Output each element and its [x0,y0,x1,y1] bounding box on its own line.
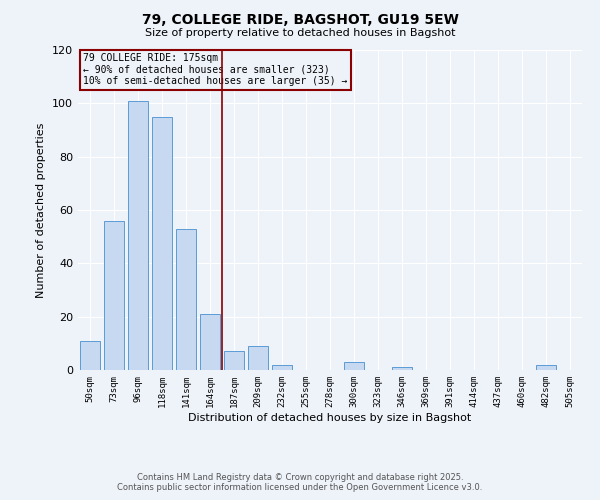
Text: 79 COLLEGE RIDE: 175sqm
← 90% of detached houses are smaller (323)
10% of semi-d: 79 COLLEGE RIDE: 175sqm ← 90% of detache… [83,53,347,86]
Bar [224,352,244,370]
Bar [248,346,268,370]
Bar [104,220,124,370]
Text: 79, COLLEGE RIDE, BAGSHOT, GU19 5EW: 79, COLLEGE RIDE, BAGSHOT, GU19 5EW [142,12,458,26]
Text: Contains HM Land Registry data © Crown copyright and database right 2025.
Contai: Contains HM Land Registry data © Crown c… [118,473,482,492]
Bar [128,100,148,370]
Y-axis label: Number of detached properties: Number of detached properties [37,122,46,298]
Bar [176,228,196,370]
Text: Size of property relative to detached houses in Bagshot: Size of property relative to detached ho… [145,28,455,38]
Bar [80,340,100,370]
Bar [536,364,556,370]
Bar [200,314,220,370]
X-axis label: Distribution of detached houses by size in Bagshot: Distribution of detached houses by size … [188,412,472,422]
Bar [392,368,412,370]
Bar [344,362,364,370]
Bar [272,364,292,370]
Bar [152,116,172,370]
